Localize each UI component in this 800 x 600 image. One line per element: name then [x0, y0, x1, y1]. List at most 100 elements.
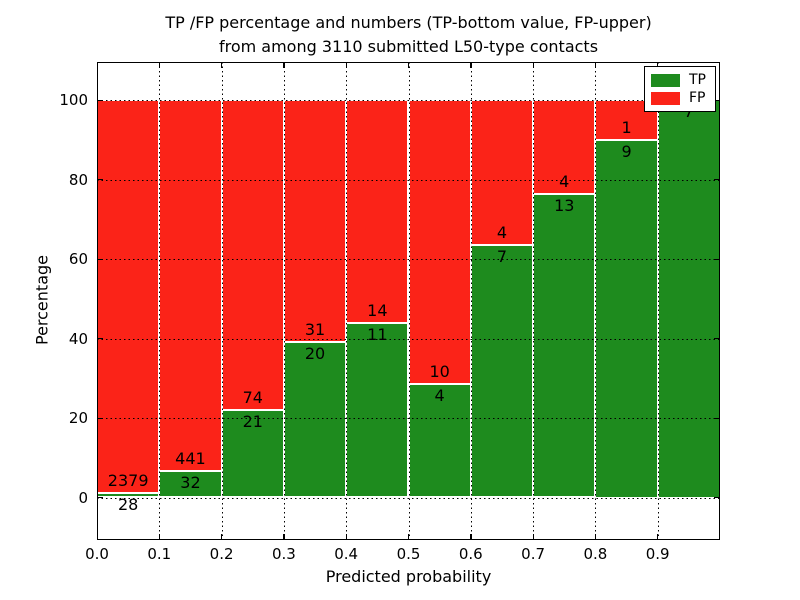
tp-count-label: 21 [242, 411, 263, 431]
vertical-gridline [221, 62, 223, 540]
tp-bar-segment [533, 193, 596, 498]
horizontal-gridline [97, 259, 720, 260]
chart-title-line1: TP /FP percentage and numbers (TP-bottom… [165, 13, 652, 32]
x-tick-mark-top [408, 62, 410, 68]
x-tick-mark [532, 534, 534, 540]
tp-count-label: 7 [496, 246, 508, 266]
fp-color-swatch [651, 91, 680, 105]
y-tick-mark-right [714, 497, 720, 499]
vertical-gridline [346, 62, 348, 540]
horizontal-gridline [97, 100, 720, 101]
legend-item-tp: TP [651, 73, 709, 87]
fp-count-label: 441 [175, 448, 206, 468]
tp-count-label: 9 [621, 141, 632, 161]
fp-count-label: 4 [496, 222, 508, 242]
x-tick-mark [221, 534, 223, 540]
fp-count-label: 1 [621, 117, 632, 137]
y-tick-mark-right [714, 258, 720, 260]
y-tick-mark [97, 179, 103, 181]
y-tick-mark [97, 258, 103, 260]
y-tick-label: 40 [68, 329, 88, 348]
y-tick-mark-right [714, 179, 720, 181]
vertical-gridline [470, 62, 472, 540]
legend-label-fp: FP [689, 90, 706, 106]
plot-area: 2379284413274213120141110447413197 [97, 62, 720, 540]
tp-bar-segment [346, 322, 409, 498]
fp-bar-segment [159, 100, 222, 471]
x-tick-mark-top [158, 62, 161, 68]
x-tick-mark [594, 534, 597, 540]
tp-count-label: 4 [434, 385, 445, 405]
x-tick-mark-top [221, 62, 223, 68]
fp-count-label: 74 [242, 387, 263, 407]
tp-bar-segment [470, 244, 534, 498]
y-tick-mark-right [714, 99, 720, 101]
fp-bar-segment [346, 100, 409, 323]
x-tick-mark-top [532, 62, 534, 68]
x-tick-label: 0.3 [271, 545, 296, 563]
y-tick-mark-right [714, 338, 720, 340]
x-tick-mark [158, 534, 161, 540]
x-tick-mark [408, 534, 410, 540]
tp-bar-segment [283, 341, 347, 498]
fp-count-label: 10 [429, 361, 450, 381]
tp-count-label: 11 [367, 324, 388, 344]
y-tick-mark [97, 99, 103, 101]
tp-bar-segment [159, 470, 222, 498]
tp-count-label: 32 [180, 472, 201, 492]
x-tick-mark [345, 534, 347, 540]
x-tick-label: 0.8 [583, 545, 608, 563]
y-tick-label: 100 [59, 91, 88, 109]
tp-bar-segment [595, 139, 658, 498]
x-tick-label: 0.6 [458, 545, 483, 563]
fp-count-label: 2379 [107, 470, 149, 490]
horizontal-gridline [97, 497, 720, 499]
tp-bar-segment [408, 383, 471, 498]
x-tick-label: 0.0 [85, 545, 109, 563]
x-axis-label: Predicted probability [325, 567, 492, 586]
vertical-gridline [657, 62, 659, 540]
vertical-gridline [408, 62, 410, 540]
y-tick-mark [97, 338, 103, 340]
x-tick-mark-top [345, 62, 347, 68]
y-tick-mark-right [714, 417, 720, 419]
fp-bar-segment [221, 100, 284, 410]
tp-color-swatch [651, 73, 680, 87]
x-tick-mark-top [594, 62, 597, 68]
x-tick-label: 0.9 [645, 545, 670, 563]
chart-title: TP /FP percentage and numbers (TP-bottom… [97, 11, 720, 59]
fp-bar-segment [283, 100, 347, 342]
tp-count-label: 13 [554, 195, 575, 215]
fp-count-label: 4 [559, 171, 570, 191]
horizontal-gridline [97, 179, 720, 181]
x-tick-mark-top [283, 62, 285, 68]
vertical-gridline [595, 62, 597, 540]
y-tick-label: 80 [68, 170, 88, 189]
y-tick-label: 20 [68, 409, 88, 427]
fp-count-label: 14 [367, 300, 388, 320]
x-tick-mark [657, 534, 659, 540]
legend: TP FP [644, 66, 716, 112]
fp-bar-segment [97, 100, 160, 493]
chart-title-line2: from among 3110 submitted L50-type conta… [218, 37, 599, 56]
y-tick-label: 60 [68, 250, 88, 268]
x-tick-label: 0.7 [521, 545, 546, 563]
vertical-gridline [159, 62, 161, 540]
vertical-gridline [533, 62, 535, 540]
legend-item-fp: FP [651, 91, 709, 105]
y-tick-label: 0 [78, 488, 88, 507]
tp-bar-segment [657, 100, 720, 498]
x-tick-mark-top [470, 62, 472, 68]
x-tick-mark [470, 534, 472, 540]
y-tick-mark [97, 497, 103, 499]
vertical-gridline [283, 62, 285, 540]
horizontal-gridline [97, 418, 720, 419]
x-tick-label: 0.4 [334, 545, 359, 563]
x-tick-label: 0.1 [147, 545, 172, 563]
horizontal-gridline [97, 338, 720, 340]
legend-label-tp: TP [689, 72, 706, 88]
fp-bar-segment [533, 100, 596, 194]
x-tick-label: 0.2 [209, 545, 234, 563]
fp-count-label: 31 [304, 319, 326, 339]
